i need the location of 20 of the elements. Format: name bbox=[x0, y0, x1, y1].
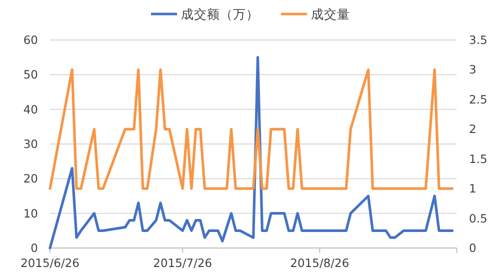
y-tick-label: 50 bbox=[23, 68, 38, 82]
y-tick-label: 60 bbox=[23, 33, 38, 47]
y2-tick-label: 1.5 bbox=[469, 152, 488, 166]
x-tick-label: 2015/8/26 bbox=[290, 256, 350, 270]
y2-tick-label: 0 bbox=[469, 241, 476, 255]
y2-tick-label: 1 bbox=[469, 182, 476, 196]
x-tick-label: 2015/6/26 bbox=[20, 256, 80, 270]
y-tick-label: 10 bbox=[23, 206, 38, 220]
y2-tick-label: 2.5 bbox=[469, 92, 488, 106]
y2-tick-label: 3.5 bbox=[469, 33, 488, 47]
y2-tick-label: 3 bbox=[469, 62, 476, 77]
x-tick-label: 2015/7/26 bbox=[153, 256, 212, 270]
y2-tick-label: 2 bbox=[469, 122, 476, 136]
legend-label: 成交额（万） bbox=[181, 6, 259, 22]
y-tick-label: 20 bbox=[23, 172, 38, 186]
y-tick-label: 0 bbox=[30, 241, 38, 255]
legend-label: 成交量 bbox=[311, 6, 350, 22]
y-tick-label: 40 bbox=[23, 102, 38, 116]
y-tick-label: 30 bbox=[23, 137, 38, 151]
y2-tick-label: 0.5 bbox=[469, 211, 488, 226]
